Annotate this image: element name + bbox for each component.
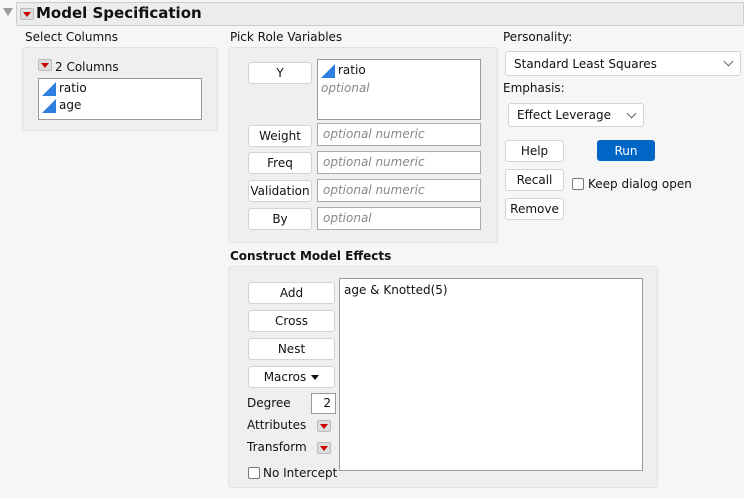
remove-button[interactable]: Remove xyxy=(505,198,564,220)
select-columns-label: Select Columns xyxy=(25,30,119,44)
personality-select[interactable]: Standard Least Squares xyxy=(505,51,741,76)
attributes-menu-icon[interactable] xyxy=(317,420,331,432)
model-effects-list[interactable]: age & Knotted(5) xyxy=(339,278,643,471)
column-count: 2 Columns xyxy=(55,60,119,74)
validation-button[interactable]: Validation xyxy=(248,180,312,202)
column-list[interactable]: ratio age xyxy=(38,78,202,120)
page-title: Model Specification xyxy=(36,4,202,22)
recall-button[interactable]: Recall xyxy=(505,169,564,191)
cross-button[interactable]: Cross xyxy=(248,310,335,332)
attributes-label: Attributes xyxy=(247,418,307,432)
transform-label: Transform xyxy=(247,440,307,454)
caret-down-icon xyxy=(311,374,320,380)
freq-button[interactable]: Freq xyxy=(248,152,312,174)
pick-roles-label: Pick Role Variables xyxy=(230,30,343,44)
column-item-age[interactable]: age xyxy=(39,98,201,117)
freq-field[interactable]: optional numeric xyxy=(317,151,481,174)
emphasis-label: Emphasis: xyxy=(503,81,565,95)
validation-field[interactable]: optional numeric xyxy=(317,179,481,202)
degree-label: Degree xyxy=(247,396,291,410)
by-field[interactable]: optional xyxy=(317,207,481,230)
help-button[interactable]: Help xyxy=(505,140,564,162)
run-button[interactable]: Run xyxy=(597,140,655,161)
weight-field[interactable]: optional numeric xyxy=(317,123,481,146)
red-triangle-menu-icon[interactable] xyxy=(20,8,34,20)
degree-input[interactable]: 2 xyxy=(311,393,336,414)
keep-dialog-open-checkbox[interactable] xyxy=(572,178,584,190)
chevron-down-icon xyxy=(626,108,637,118)
transform-menu-icon[interactable] xyxy=(317,442,331,454)
emphasis-select[interactable]: Effect Leverage xyxy=(508,103,644,127)
nest-button[interactable]: Nest xyxy=(248,338,335,360)
y-role-value: ratio xyxy=(338,63,366,77)
column-item-ratio[interactable]: ratio xyxy=(39,79,201,98)
y-role-list[interactable]: ratio optional xyxy=(317,59,481,120)
construct-effects-label: Construct Model Effects xyxy=(230,249,392,263)
by-button[interactable]: By xyxy=(248,208,312,230)
keep-dialog-open-label: Keep dialog open xyxy=(588,177,692,191)
effect-item[interactable]: age & Knotted(5) xyxy=(344,283,448,297)
outline-header xyxy=(16,2,744,26)
no-intercept-checkbox[interactable] xyxy=(248,467,260,479)
collapse-disclosure-icon[interactable] xyxy=(3,8,13,16)
add-button[interactable]: Add xyxy=(248,282,335,304)
macros-button[interactable]: Macros xyxy=(248,366,335,388)
y-role-placeholder: optional xyxy=(321,80,370,95)
continuous-icon xyxy=(42,81,56,96)
chevron-down-icon xyxy=(723,56,734,67)
no-intercept-label: No Intercept xyxy=(263,466,338,480)
continuous-icon xyxy=(321,63,335,78)
y-button[interactable]: Y xyxy=(248,62,312,84)
columns-menu-icon[interactable] xyxy=(38,59,52,71)
continuous-icon xyxy=(42,98,56,113)
personality-label: Personality: xyxy=(503,30,573,44)
weight-button[interactable]: Weight xyxy=(248,125,312,147)
